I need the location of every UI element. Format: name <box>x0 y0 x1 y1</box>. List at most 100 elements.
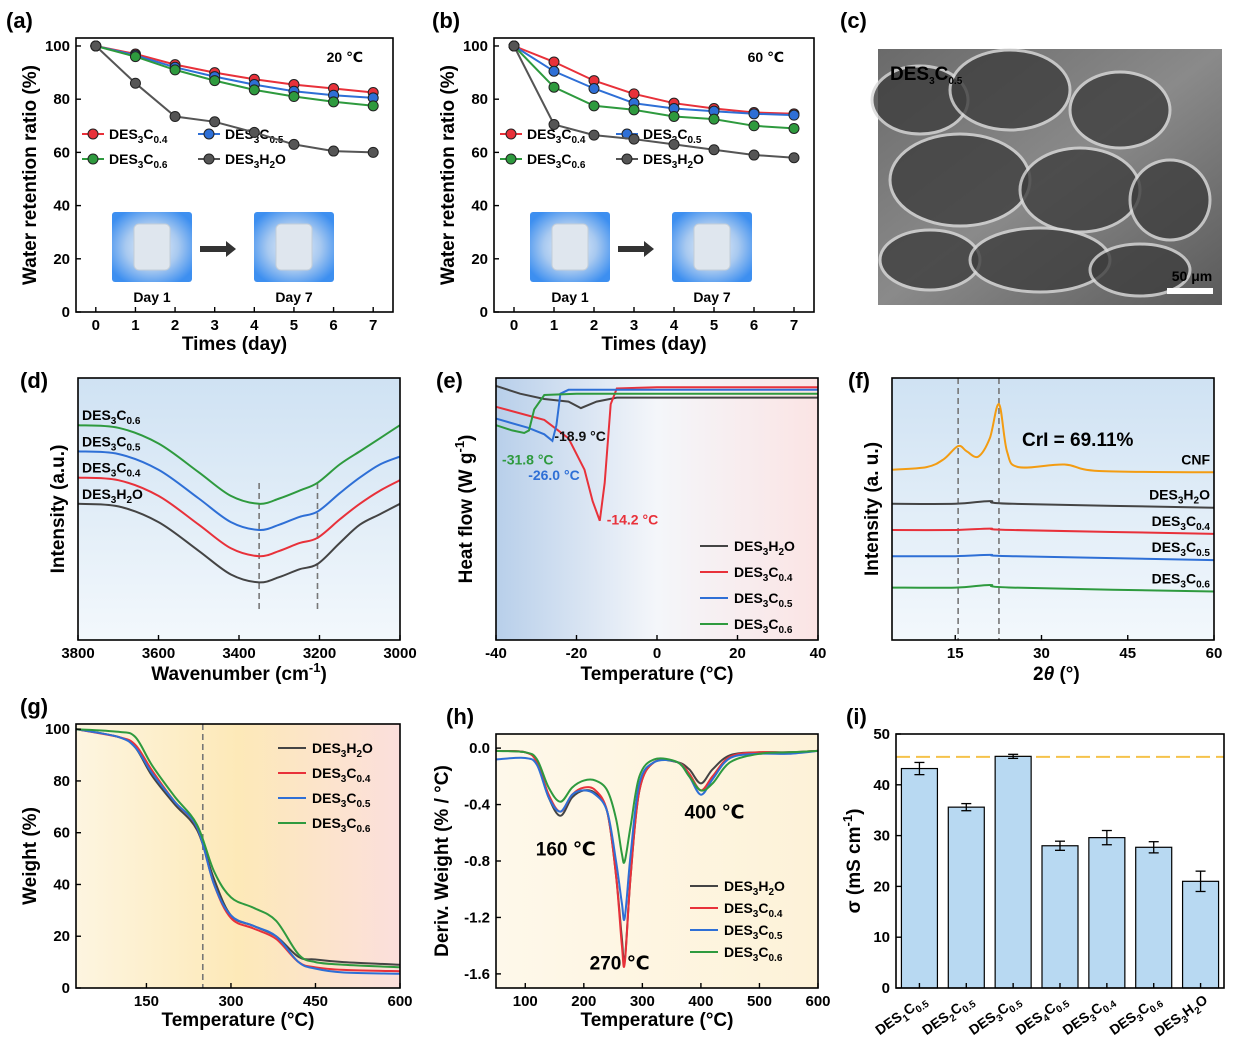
subscript: 3 <box>995 1012 1006 1024</box>
text-segment: C <box>561 151 571 167</box>
pore-structure <box>1068 70 1172 150</box>
subscript: 3 <box>753 909 759 920</box>
text-segment: H <box>1183 487 1193 503</box>
text-segment: H <box>259 151 269 167</box>
y-tick-label: 0 <box>480 304 488 321</box>
plot-background <box>78 378 400 640</box>
text-segment: C <box>259 126 269 142</box>
y-axis-label: Heat flow (W g-1) <box>452 435 477 584</box>
text-segment: C <box>116 433 126 449</box>
pore-structure <box>1128 158 1212 242</box>
text-segment: DES <box>82 433 111 449</box>
data-point <box>788 109 800 121</box>
subscript: 3 <box>672 160 678 171</box>
subscript: 3 <box>753 953 759 964</box>
text-segment: C <box>768 616 778 632</box>
data-point <box>788 152 800 164</box>
peak-annotation: -31.8 °C <box>502 451 554 467</box>
x-tick-label: 1 <box>550 317 558 334</box>
spectrum-label: DES3C0.6 <box>82 407 141 427</box>
text-segment: H <box>677 151 687 167</box>
text-segment: ) <box>844 809 865 815</box>
photo-day-label: Day 1 <box>551 289 589 305</box>
x-tick-label: DES3C0.5 <box>966 991 1026 1041</box>
panel-label: (d) <box>20 368 48 393</box>
text-segment: DES <box>734 616 763 632</box>
panel-label: (a) <box>6 8 33 33</box>
x-tick-label: 6 <box>329 317 337 334</box>
text-segment: DES <box>643 126 672 142</box>
data-point <box>248 126 260 138</box>
crystallinity-annotation: CrI = 69.11% <box>1022 430 1134 451</box>
subscript: 3 <box>341 774 347 785</box>
legend-marker <box>87 153 99 165</box>
temperature-annotation: 20 ℃ <box>327 49 363 65</box>
y-tick-label: 60 <box>53 144 70 161</box>
data-point <box>328 96 340 108</box>
subscript: 0.5 <box>1196 548 1210 559</box>
y-tick-label: 20 <box>471 251 488 268</box>
panel-label: (e) <box>436 368 463 393</box>
data-point <box>129 77 141 89</box>
x-axis-label: 2θ (°) <box>1033 664 1080 685</box>
xrd-pattern <box>891 403 1215 474</box>
subscript: 3 <box>111 416 117 427</box>
photo-day-label: Day 7 <box>693 289 731 305</box>
x-axis-label: Temperature (°C) <box>581 1010 734 1031</box>
hydrogel-sample <box>551 223 589 271</box>
panel-label: (h) <box>446 704 474 729</box>
scale-bar-label: 50 μm <box>1172 268 1212 284</box>
x-tick-label: 0 <box>653 645 661 662</box>
panel-label: (g) <box>20 694 48 719</box>
y-tick-label: -0.8 <box>464 853 490 870</box>
y-axis-label: Intensity (a.u.) <box>48 445 69 574</box>
y-tick-label: 40 <box>53 198 70 215</box>
pore-structure <box>968 226 1112 294</box>
y-tick-label: 40 <box>53 876 70 893</box>
plot-frame <box>891 377 1215 641</box>
legend-label: DES3C0.4 <box>109 126 168 146</box>
text-segment: DES <box>527 151 556 167</box>
text-segment: H <box>768 538 778 554</box>
subscript: 3 <box>111 469 117 480</box>
text-segment: C <box>561 126 571 142</box>
x-tick-label: 45 <box>1119 645 1136 662</box>
tga-curve <box>75 728 401 975</box>
y-tick-label: -1.6 <box>464 966 490 983</box>
data-point <box>748 108 760 120</box>
y-tick-label: 60 <box>471 144 488 161</box>
superscript: -1 <box>840 815 855 827</box>
subscript: 0.4 <box>356 774 370 785</box>
spectrum-label: DES3C0.5 <box>82 433 141 453</box>
legend-marker <box>621 153 633 165</box>
panel-e: (e) -18.9 °C-31.8 °C-26.0 °C -14.2 °C -40 -2… <box>436 368 826 685</box>
bar <box>1088 837 1126 989</box>
x-tick-label: 5 <box>290 317 298 334</box>
text-segment: O <box>1199 487 1210 503</box>
dsc-curve <box>495 384 818 410</box>
text-segment: DES <box>1152 571 1181 587</box>
x-tick-label: 450 <box>303 993 328 1010</box>
subscript: 0.6 <box>126 416 140 427</box>
subscript: 0.4 <box>571 135 585 146</box>
x-axis-label: Times (day) <box>182 334 287 355</box>
legend-label: DES3H2O <box>225 151 286 171</box>
x-tick-label: 0 <box>92 317 100 334</box>
x-tick-label: DES3C0.4 <box>1060 991 1120 1041</box>
subscript: 0.4 <box>126 469 140 480</box>
xrd-pattern <box>891 500 1215 509</box>
text-segment: H <box>758 878 768 894</box>
legend-label: DES3C0.5 <box>734 590 793 610</box>
x-tick-label: 20 <box>729 645 746 662</box>
legend-label: DES3H2O <box>734 538 795 558</box>
arrow-icon <box>200 241 236 257</box>
subscript: 3 <box>254 160 260 171</box>
legend-label: DES3C0.6 <box>312 815 371 835</box>
legend-label: DES3C0.5 <box>312 790 371 810</box>
data-point <box>508 40 520 52</box>
panel-f: (f)CNFDES3H2ODES3C0.4DES3C0.5DES3C0.6CrI… <box>848 368 1222 685</box>
